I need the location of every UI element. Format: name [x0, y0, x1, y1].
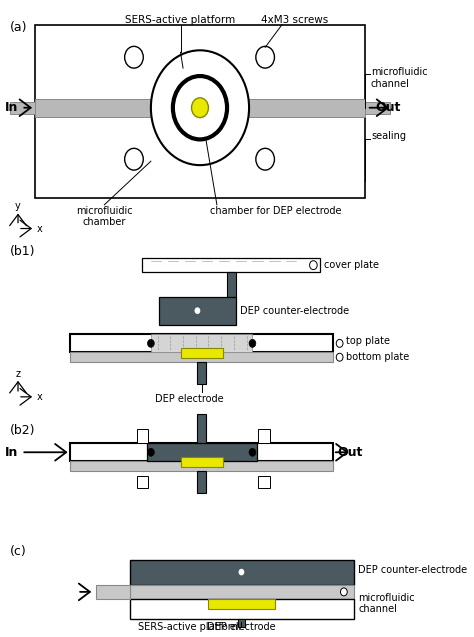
- Bar: [181, 348, 223, 358]
- Bar: [198, 471, 206, 493]
- Circle shape: [336, 354, 343, 361]
- Text: x: x: [36, 392, 42, 402]
- Circle shape: [340, 588, 347, 596]
- Text: microfluidic
chamber: microfluidic chamber: [76, 206, 133, 227]
- Text: cover plate: cover plate: [324, 260, 379, 270]
- Bar: [137, 429, 148, 443]
- Text: DEP electrode: DEP electrode: [207, 622, 276, 631]
- Text: bottom plate: bottom plate: [346, 352, 409, 362]
- Circle shape: [191, 98, 209, 118]
- Circle shape: [195, 308, 200, 313]
- Circle shape: [256, 47, 274, 68]
- Text: z: z: [16, 369, 20, 379]
- Text: 4xM3 screws: 4xM3 screws: [261, 15, 328, 25]
- Bar: [146, 443, 257, 461]
- Bar: [130, 599, 354, 619]
- Text: top plate: top plate: [346, 336, 390, 347]
- Text: microfluidic
channel: microfluidic channel: [371, 67, 428, 89]
- Bar: [137, 476, 148, 488]
- Bar: [238, 619, 245, 627]
- Circle shape: [256, 148, 274, 170]
- Circle shape: [151, 50, 249, 165]
- Bar: [365, 102, 391, 113]
- Bar: [198, 413, 206, 445]
- Circle shape: [310, 261, 317, 269]
- Text: y: y: [15, 201, 21, 211]
- Circle shape: [249, 448, 256, 456]
- Text: DEP counter-electrode: DEP counter-electrode: [240, 306, 349, 316]
- Text: (b1): (b1): [9, 245, 35, 259]
- Text: (c): (c): [9, 545, 26, 559]
- Bar: [35, 25, 365, 198]
- Text: In: In: [5, 446, 18, 459]
- Circle shape: [125, 47, 143, 68]
- Text: (a): (a): [9, 20, 27, 34]
- Bar: [96, 585, 130, 599]
- Bar: [130, 560, 354, 585]
- Bar: [142, 258, 320, 272]
- Circle shape: [147, 448, 154, 456]
- Bar: [35, 99, 365, 117]
- Text: Out: Out: [375, 101, 401, 114]
- Bar: [71, 443, 333, 461]
- Circle shape: [336, 340, 343, 347]
- Bar: [198, 362, 206, 384]
- Circle shape: [239, 569, 244, 575]
- Text: sealing: sealing: [371, 131, 406, 141]
- Bar: [258, 476, 270, 488]
- Bar: [71, 334, 333, 352]
- Text: SERS-active platform: SERS-active platform: [126, 15, 236, 25]
- Text: (b2): (b2): [9, 424, 35, 436]
- Bar: [227, 272, 236, 297]
- Text: In: In: [5, 101, 18, 114]
- Circle shape: [249, 340, 256, 347]
- Bar: [9, 102, 35, 113]
- Bar: [130, 585, 354, 599]
- Text: DEP electrode: DEP electrode: [155, 394, 223, 404]
- Circle shape: [125, 148, 143, 170]
- Circle shape: [147, 340, 154, 347]
- Text: microfluidic
channel: microfluidic channel: [358, 593, 415, 615]
- Text: Out: Out: [337, 446, 363, 459]
- Bar: [151, 334, 253, 352]
- Text: DEP counter-electrode: DEP counter-electrode: [358, 565, 467, 575]
- Text: SERS-active platform: SERS-active platform: [138, 622, 241, 631]
- Bar: [71, 352, 333, 362]
- Circle shape: [173, 76, 227, 140]
- Text: x: x: [36, 224, 42, 234]
- Bar: [151, 443, 253, 461]
- Text: chamber for DEP electrode: chamber for DEP electrode: [210, 206, 342, 216]
- Bar: [71, 461, 333, 471]
- Bar: [181, 457, 223, 467]
- Bar: [159, 297, 236, 325]
- Bar: [258, 429, 270, 443]
- Bar: [208, 599, 275, 609]
